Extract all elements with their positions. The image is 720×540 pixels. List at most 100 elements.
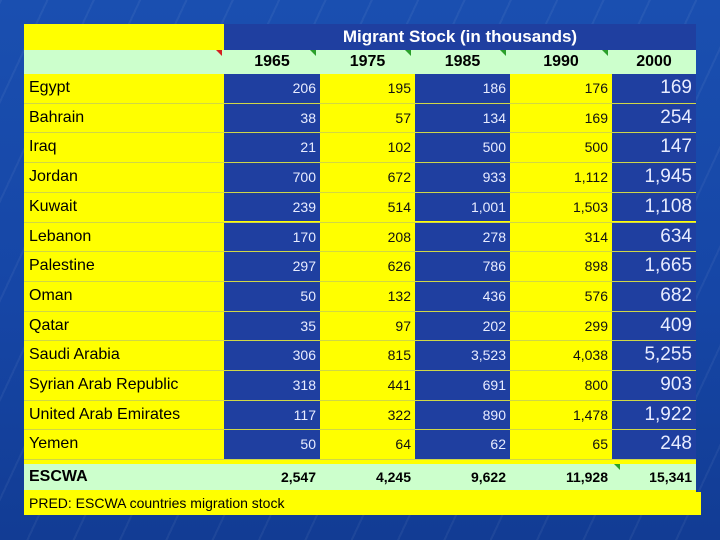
table-row: Iraq 21 102 500 500 147 xyxy=(24,133,696,163)
value-cell-1965: 21 xyxy=(224,133,320,163)
migrant-stock-table: Migrant Stock (in thousands) 1965 1975 198… xyxy=(24,24,701,515)
table-row: Egypt 206 195 186 176 169 xyxy=(24,74,696,103)
footnote: PRED: ESCWA countries migration stock xyxy=(24,492,701,515)
country-label: Iraq xyxy=(29,138,57,156)
comment-marker-icon xyxy=(216,50,222,56)
value-cell-1975: 322 xyxy=(320,400,415,430)
row-divider xyxy=(24,280,696,282)
value-cell-1965: 35 xyxy=(224,311,320,341)
total-value-1975: 4,245 xyxy=(320,464,415,490)
value-cell-2000: 169 xyxy=(612,74,696,103)
cell-marker-icon xyxy=(602,50,608,56)
value-cell-2000: 409 xyxy=(612,311,696,341)
value-cell-1975: 102 xyxy=(320,133,415,163)
value-cell-1975: 195 xyxy=(320,74,415,103)
value-cell-1965: 318 xyxy=(224,371,320,400)
value-cell-1990: 800 xyxy=(510,371,612,400)
value-cell-1975: 57 xyxy=(320,103,415,133)
value-cell-1965: 38 xyxy=(224,103,320,133)
value-cell-1990: 4,038 xyxy=(510,341,612,370)
country-label: Syrian Arab Republic xyxy=(29,376,179,393)
value-cell-2000: 903 xyxy=(612,371,696,400)
year-header-1975: 1975 xyxy=(349,53,386,70)
value-cell-1990: 898 xyxy=(510,252,612,281)
country-label: Bahrain xyxy=(29,108,85,126)
value-cell-1965: 306 xyxy=(224,341,320,370)
country-label: United Arab Emirates xyxy=(29,405,181,423)
year-header-1985: 1985 xyxy=(444,53,481,70)
value-cell-1975: 132 xyxy=(320,281,415,311)
value-cell-2000: 1,945 xyxy=(612,163,696,192)
value-cell-1975: 672 xyxy=(320,163,415,192)
cell-marker-icon xyxy=(405,50,411,56)
year-header-row: 1965 1975 1985 1990 2000 xyxy=(24,50,696,74)
table-title: Migrant Stock (in thousands) xyxy=(224,24,696,50)
value-cell-1985: 786 xyxy=(415,252,510,281)
value-cell-1985: 278 xyxy=(415,222,510,252)
value-cell-2000: 1,108 xyxy=(612,192,696,222)
row-divider xyxy=(24,459,696,461)
value-cell-1990: 1,112 xyxy=(510,163,612,192)
table-row: Lebanon 170 208 278 314 634 xyxy=(24,222,696,252)
value-cell-1965: 239 xyxy=(224,192,320,222)
value-cell-1965: 700 xyxy=(224,163,320,192)
value-cell-1985: 202 xyxy=(415,311,510,341)
value-cell-1965: 297 xyxy=(224,252,320,281)
table-row: Kuwait 239 514 1,001 1,503 1,108 xyxy=(24,192,696,222)
row-divider xyxy=(24,132,696,134)
country-label: Lebanon xyxy=(29,227,92,245)
value-cell-1985: 1,001 xyxy=(415,192,510,222)
year-header-2000: 2000 xyxy=(636,53,672,70)
country-label: Egypt xyxy=(29,79,70,96)
country-label: Kuwait xyxy=(29,197,78,215)
total-value-1985: 9,622 xyxy=(415,464,510,490)
cell-marker-icon xyxy=(500,50,506,56)
value-cell-1975: 97 xyxy=(320,311,415,341)
table-row: United Arab Emirates 117 322 890 1,478 1,922 xyxy=(24,400,696,430)
row-divider xyxy=(24,191,696,193)
value-cell-1985: 62 xyxy=(415,430,510,460)
year-header-1965: 1965 xyxy=(254,53,290,70)
value-cell-1985: 3,523 xyxy=(415,341,510,370)
table-row: Qatar 35 97 202 299 409 xyxy=(24,311,696,341)
country-label: Saudi Arabia xyxy=(29,346,120,364)
country-label: Jordan xyxy=(29,168,78,186)
value-cell-2000: 682 xyxy=(612,281,696,311)
value-cell-1990: 176 xyxy=(510,74,612,103)
country-label: Oman xyxy=(29,286,73,304)
value-cell-1965: 50 xyxy=(224,430,320,460)
row-divider xyxy=(24,370,696,371)
table-row: Bahrain 38 57 134 169 254 xyxy=(24,103,696,133)
row-divider xyxy=(24,429,696,431)
value-cell-1985: 500 xyxy=(415,133,510,163)
value-cell-1965: 206 xyxy=(224,74,320,103)
value-cell-2000: 248 xyxy=(612,430,696,460)
value-cell-1985: 186 xyxy=(415,74,510,103)
table-row: Palestine 297 626 786 898 1,665 xyxy=(24,252,696,281)
year-header-1990: 1990 xyxy=(543,53,579,70)
row-divider xyxy=(24,251,696,253)
table-row: Saudi Arabia 306 815 3,523 4,038 5,255 xyxy=(24,341,696,370)
cell-marker-icon xyxy=(310,50,316,56)
value-cell-1985: 933 xyxy=(415,163,510,192)
value-cell-1965: 170 xyxy=(224,222,320,252)
row-divider xyxy=(24,162,696,164)
value-cell-1985: 691 xyxy=(415,371,510,400)
total-label: ESCWA xyxy=(24,464,224,490)
value-cell-1990: 314 xyxy=(510,222,612,252)
total-row: ESCWA 2,547 4,245 9,622 11,928 15,341 xyxy=(24,464,696,490)
country-label: Yemen xyxy=(29,435,79,453)
value-cell-2000: 5,255 xyxy=(612,341,696,370)
value-cell-2000: 147 xyxy=(612,133,696,163)
value-cell-1985: 134 xyxy=(415,103,510,133)
total-value-1965: 2,547 xyxy=(224,464,320,490)
country-label: Qatar xyxy=(29,316,70,334)
table-row: Yemen 50 64 62 65 248 xyxy=(24,430,696,460)
value-cell-1965: 117 xyxy=(224,400,320,430)
row-divider xyxy=(24,340,696,342)
value-cell-2000: 254 xyxy=(612,103,696,133)
value-cell-1985: 890 xyxy=(415,400,510,430)
header-corner xyxy=(24,24,224,50)
table-row: Oman 50 132 436 576 682 xyxy=(24,281,696,311)
row-divider xyxy=(24,102,696,104)
